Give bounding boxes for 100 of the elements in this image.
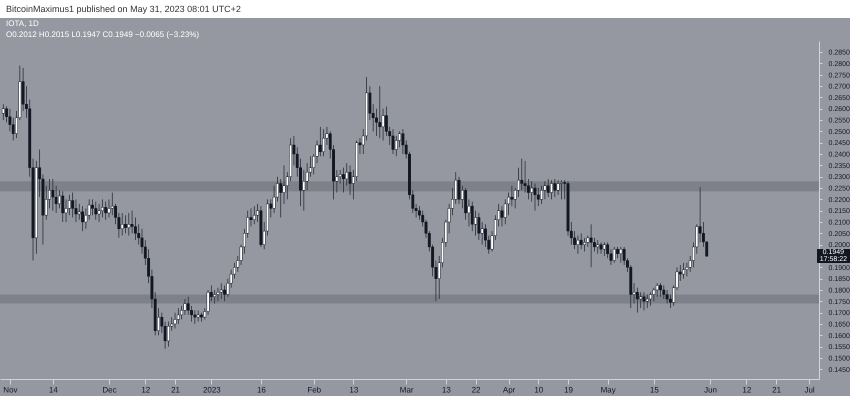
- x-tick-label: 13: [349, 386, 359, 394]
- candlestick: [2, 104, 5, 120]
- candlestick: [378, 86, 382, 139]
- candlestick: [71, 192, 74, 218]
- candlestick: [652, 287, 656, 302]
- candlestick: [602, 242, 606, 256]
- candlestick: [534, 183, 536, 212]
- candlestick: [619, 246, 622, 264]
- x-tick-label: 19: [564, 386, 574, 394]
- candlestick: [392, 128, 394, 154]
- candlestick: [176, 308, 180, 324]
- x-tick-label: 10: [534, 386, 544, 394]
- candlestick: [474, 210, 477, 236]
- candlestick: [553, 178, 556, 198]
- candlestick: [100, 198, 104, 218]
- x-tick-label: Dec: [102, 386, 117, 394]
- candlestick: [583, 237, 586, 252]
- candlestick: [64, 198, 68, 222]
- candlestick: [252, 206, 256, 225]
- candlestick: [636, 287, 639, 314]
- x-tick-label: 13: [442, 386, 452, 394]
- candlestick: [120, 212, 124, 236]
- candlestick: [580, 232, 583, 250]
- candlestick: [576, 235, 580, 254]
- candlestick: [51, 178, 54, 212]
- candlestick: [401, 128, 404, 154]
- candlestick: [206, 290, 210, 316]
- candlestick: [104, 201, 108, 220]
- candlestick: [642, 292, 646, 311]
- candlestick: [394, 136, 398, 157]
- text: BitcoinMaximus1 published on May 31, 2023 08:01 UTC+2: [5, 3, 242, 16]
- candlestick: [656, 282, 659, 298]
- candlestick: [550, 180, 553, 200]
- candlestick: [124, 214, 127, 234]
- candlestick: [510, 185, 514, 207]
- x-tick-label: 15: [650, 386, 660, 394]
- x-tick-label: Feb: [307, 386, 322, 394]
- x-tick-label: 14: [48, 386, 58, 394]
- candlestick: [81, 206, 84, 232]
- candlestick: [639, 292, 642, 308]
- candlestick: [543, 180, 546, 200]
- x-tick-label: Nov: [3, 386, 18, 394]
- candlestick: [536, 188, 540, 207]
- candlestick: [666, 290, 669, 304]
- x-tick-label: Jun: [704, 386, 717, 394]
- candlestick: [193, 310, 196, 324]
- x-tick-label: 12: [141, 386, 151, 394]
- candlestick: [560, 180, 563, 200]
- candlestick: [612, 246, 616, 264]
- candlestick: [98, 203, 101, 222]
- candlestick: [183, 298, 186, 316]
- candlestick: [546, 178, 550, 198]
- candlestick: [166, 321, 170, 348]
- candlestick: [127, 212, 130, 236]
- candlestick: [500, 206, 504, 227]
- candlestick: [322, 128, 326, 157]
- x-tick-label: 16: [256, 386, 266, 394]
- candlestick: [348, 164, 352, 196]
- candlestick: [78, 203, 81, 220]
- x-tick-label: 12: [742, 386, 752, 394]
- candlestick: [540, 185, 544, 204]
- candlestick: [646, 294, 649, 308]
- candlestick: [94, 201, 98, 220]
- candlestick: [649, 292, 652, 306]
- candlestick: [596, 240, 600, 254]
- candlestick: [458, 176, 460, 204]
- x-tick-label: 2023: [202, 386, 222, 394]
- candlestick: [662, 285, 666, 300]
- candlestick: [600, 242, 602, 254]
- chart-title: IOTA, 1D: [6, 19, 39, 28]
- candlestick: [659, 282, 662, 298]
- candlestick: [342, 167, 345, 193]
- candlestick: [91, 198, 94, 216]
- candlestick: [216, 287, 220, 302]
- x-tick-label: 21: [171, 386, 181, 394]
- x-tick-label: Jul: [804, 386, 815, 394]
- x-tick-label: Mar: [400, 386, 414, 394]
- candlestick: [200, 312, 203, 322]
- x-tick-label: 22: [472, 386, 482, 394]
- x-tick-label: 21: [772, 386, 782, 394]
- candlestick: [282, 164, 286, 204]
- candlestick: [196, 310, 200, 322]
- x-tick-label: May: [600, 386, 616, 394]
- candlestick: [213, 290, 216, 304]
- candlestick: [477, 212, 480, 241]
- chart-subtitle: O0.2012 H0.2015 L0.1947 C0.1949 −0.0065 (−3.23%): [6, 30, 200, 39]
- candlestick: [220, 282, 223, 300]
- candlestick: [223, 285, 226, 302]
- candlestick: [470, 201, 474, 232]
- candlestick: [318, 126, 322, 157]
- candlestick: [520, 158, 524, 191]
- candlestick: [110, 192, 114, 216]
- candlestick: [556, 180, 560, 196]
- candlestick: [616, 246, 619, 259]
- x-tick-label: Apr: [502, 386, 516, 394]
- candlestick: [174, 312, 176, 329]
- candlestick: [586, 235, 590, 248]
- candlestick: [682, 262, 686, 280]
- candlestick: [530, 180, 534, 202]
- candlestick: [590, 224, 593, 268]
